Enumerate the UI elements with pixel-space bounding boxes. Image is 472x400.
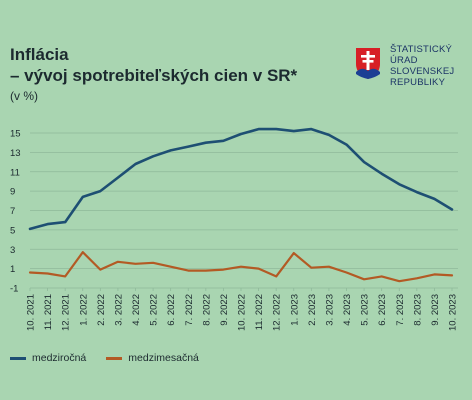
x-tick-label: 1. 2023 — [289, 294, 300, 326]
y-tick-label: 5 — [10, 225, 15, 236]
legend: medziročná medzimesačná — [10, 352, 219, 364]
legend-label-mom: medzimesačná — [128, 352, 199, 364]
x-tick-label: 4. 2023 — [342, 294, 353, 326]
x-tick-label: 4. 2022 — [131, 294, 142, 326]
x-tick-label: 6. 2022 — [166, 294, 177, 326]
x-tick-label: 6. 2023 — [377, 294, 388, 326]
series-line-yoy — [28, 127, 454, 231]
x-tick-label: 12. 2022 — [272, 294, 283, 331]
x-tick-label: 10. 2022 — [237, 294, 248, 331]
x-tick-label: 2. 2023 — [307, 294, 318, 326]
x-tick-label: 3. 2023 — [324, 294, 335, 326]
y-tick-label: 1 — [10, 264, 15, 275]
x-tick-label: 5. 2022 — [149, 294, 160, 326]
logo-line: REPUBLIKY — [390, 77, 446, 88]
y-tick-label: 13 — [10, 148, 21, 159]
x-tick-label: 7. 2022 — [184, 294, 195, 326]
legend-swatch-mom — [106, 356, 123, 360]
x-tick-label: 5. 2023 — [360, 294, 371, 326]
y-tick-label: 15 — [10, 129, 21, 140]
x-tick-label: 8. 2022 — [201, 294, 212, 326]
legend-swatch-yoy — [10, 356, 26, 360]
legend-item-yoy: medziročná — [10, 352, 86, 364]
x-tick-label: 11. 2022 — [254, 294, 265, 330]
slovak-coat-of-arms-icon — [356, 48, 380, 79]
logo-line: SLOVENSKEJ — [390, 66, 455, 77]
x-tick-label: 3. 2022 — [113, 294, 124, 326]
y-tick-label: 3 — [10, 245, 15, 256]
x-tick-label: 7. 2023 — [395, 294, 406, 326]
unit-label: (v %) — [10, 89, 38, 103]
statistical-office-logo: ŠTATISTICKÝ ÚRAD SLOVENSKEJ REPUBLIKY — [354, 44, 466, 96]
x-tick-label: 1. 2022 — [78, 294, 89, 326]
x-tick-label: 2. 2022 — [96, 294, 107, 326]
x-tick-label: 11. 2021 — [43, 294, 54, 330]
y-tick-label: 11 — [10, 167, 20, 178]
x-tick-label: 12. 2021 — [61, 294, 72, 331]
logo-line: ÚRAD — [390, 55, 418, 66]
logo-line: ŠTATISTICKÝ — [390, 44, 453, 55]
y-tick-label: -1 — [10, 284, 18, 295]
x-tick-label: 8. 2023 — [412, 294, 423, 326]
x-tick-label: 9. 2022 — [219, 294, 230, 326]
title-line-2: – vývoj spotrebiteľských cien v SR* — [10, 66, 298, 85]
legend-label-yoy: medziročná — [32, 352, 87, 364]
legend-item-mom: medzimesačná — [106, 352, 199, 364]
chart-title: Inflácia – vývoj spotrebiteľských cien v… — [10, 44, 297, 86]
y-tick-label: 9 — [10, 187, 15, 198]
series-line-mom — [28, 251, 454, 283]
x-tick-label: 10. 2023 — [448, 294, 459, 331]
logo-text: ŠTATISTICKÝ ÚRAD SLOVENSKEJ REPUBLIKY — [390, 44, 454, 88]
x-tick-label: 10. 2021 — [26, 294, 37, 331]
y-tick-label: 7 — [10, 206, 15, 217]
x-tick-label: 9. 2023 — [430, 294, 441, 326]
title-line-1: Inflácia — [10, 45, 69, 64]
